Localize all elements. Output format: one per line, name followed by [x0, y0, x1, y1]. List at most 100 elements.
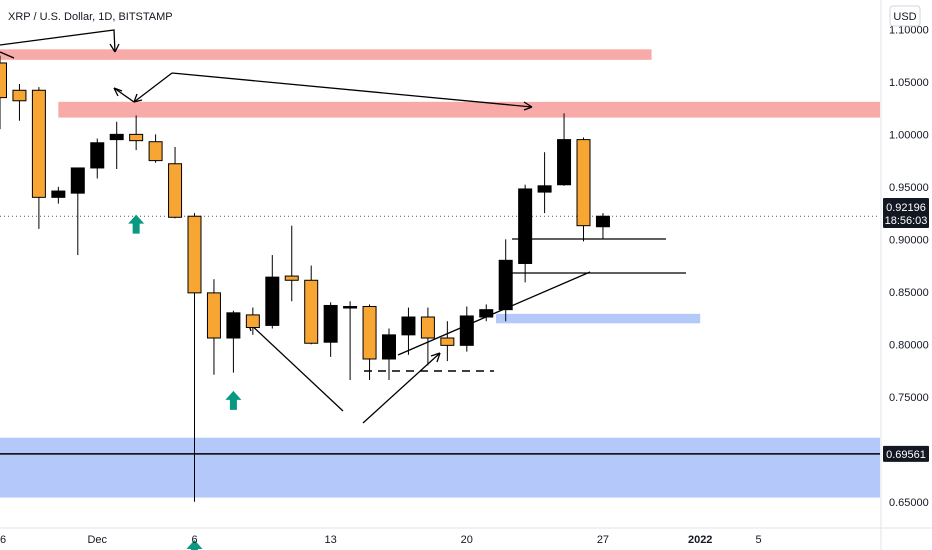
candle-body	[518, 188, 533, 264]
candle-body	[440, 337, 455, 346]
candle-body	[226, 312, 241, 339]
price-tick-label: 1.05000	[889, 77, 929, 89]
zone-3	[0, 437, 880, 498]
candle-body	[70, 167, 85, 194]
last-price-badge: 0.92196 18:56:03	[883, 198, 929, 228]
candle-body	[187, 215, 202, 294]
time-tick-label: 27	[597, 534, 609, 546]
price-tick-label: 0.65000	[889, 497, 929, 509]
candle-6	[109, 121, 124, 170]
up-arrow-icon	[186, 539, 203, 550]
annotation-line	[247, 321, 344, 412]
price-tick-label: 1.10000	[889, 24, 929, 36]
candle-19	[362, 304, 377, 380]
line-price-badge: 0.69561	[883, 445, 929, 462]
annotation-line	[133, 72, 173, 103]
countdown-label: 18:56:03	[885, 215, 928, 227]
price-tick-label: 1.00000	[889, 129, 929, 141]
zone-1	[58, 101, 881, 118]
candle-30	[576, 137, 591, 242]
candle-body	[595, 215, 610, 228]
candle-14	[265, 255, 280, 329]
trend-line	[397, 271, 591, 356]
candle-body	[109, 133, 124, 141]
candle-26	[498, 239, 513, 322]
candle-0	[0, 55, 7, 130]
arrowhead	[523, 101, 533, 111]
candle-27	[518, 184, 533, 283]
candle-body	[12, 89, 27, 102]
annotation-line	[0, 29, 116, 53]
candle-4	[70, 167, 85, 256]
candle-body	[129, 133, 144, 142]
candle-28	[537, 152, 552, 214]
price-tick-label: 0.90000	[889, 234, 929, 246]
time-tick-label: 6	[191, 534, 197, 546]
up-arrow-icon	[128, 214, 145, 234]
candles-layer	[0, 55, 610, 502]
last-price-label: 0.92196	[886, 202, 926, 214]
arrowhead	[109, 43, 120, 53]
time-tick-label: Dec	[87, 534, 107, 546]
candle-body	[323, 304, 338, 343]
zone-0	[0, 49, 652, 60]
candle-body	[0, 62, 7, 99]
candle-5	[90, 138, 105, 179]
arrowhead	[430, 352, 441, 363]
annotation-line	[362, 352, 441, 424]
candle-body	[498, 259, 513, 311]
candle-9	[168, 146, 183, 219]
candle-22	[420, 307, 435, 366]
currency-label: USD	[893, 11, 916, 23]
candle-20	[382, 328, 396, 380]
candle-body	[31, 89, 46, 198]
annotation-line	[171, 72, 533, 108]
time-tick-label: 20	[461, 534, 473, 546]
price-tick-label: 0.75000	[889, 392, 929, 404]
candle-3	[51, 186, 66, 204]
candle-18	[343, 301, 358, 380]
currency-button[interactable]: USD	[889, 5, 921, 27]
candle-body	[148, 141, 163, 162]
candle-15	[284, 225, 299, 302]
zone-2	[495, 313, 701, 324]
zones-layer	[0, 49, 881, 498]
candle-13	[245, 307, 260, 335]
candle-body	[304, 279, 319, 344]
time-axis[interactable]: 26 Dec 6 13 20 27 2022 5	[0, 527, 932, 546]
candle-body	[90, 142, 105, 169]
candle-body	[343, 306, 358, 309]
time-tick-label: 26	[0, 534, 6, 546]
line-price-label: 0.69561	[886, 449, 926, 461]
candle-body	[284, 275, 299, 281]
candle-17	[323, 302, 338, 357]
candle-body	[362, 306, 377, 360]
candle-body	[206, 292, 221, 339]
candle-body	[420, 316, 435, 339]
candle-body	[557, 139, 572, 186]
candle-24	[459, 306, 474, 352]
annotation-line	[113, 87, 135, 103]
candle-body	[576, 139, 591, 227]
price-tick-label: 0.85000	[889, 287, 929, 299]
candle-29	[557, 113, 572, 186]
candle-body	[265, 276, 280, 326]
chart-title: XRP / U.S. Dollar, 1D, BITSTAMP	[8, 11, 173, 23]
time-tick-label: 5	[755, 534, 761, 546]
candle-8	[148, 134, 163, 163]
candle-12	[226, 310, 241, 373]
candle-body	[537, 185, 552, 193]
candle-2	[31, 87, 46, 229]
up-arrow-icon	[225, 390, 242, 410]
arrows-layer	[128, 214, 242, 550]
candle-7	[129, 115, 144, 151]
candle-21	[401, 307, 416, 355]
candle-16	[304, 265, 319, 345]
candle-body	[401, 316, 416, 336]
price-tick-label: 0.80000	[889, 339, 929, 351]
candle-body	[168, 163, 183, 218]
candle-body	[479, 309, 494, 318]
candle-1	[12, 83, 27, 121]
candle-body	[51, 190, 66, 198]
